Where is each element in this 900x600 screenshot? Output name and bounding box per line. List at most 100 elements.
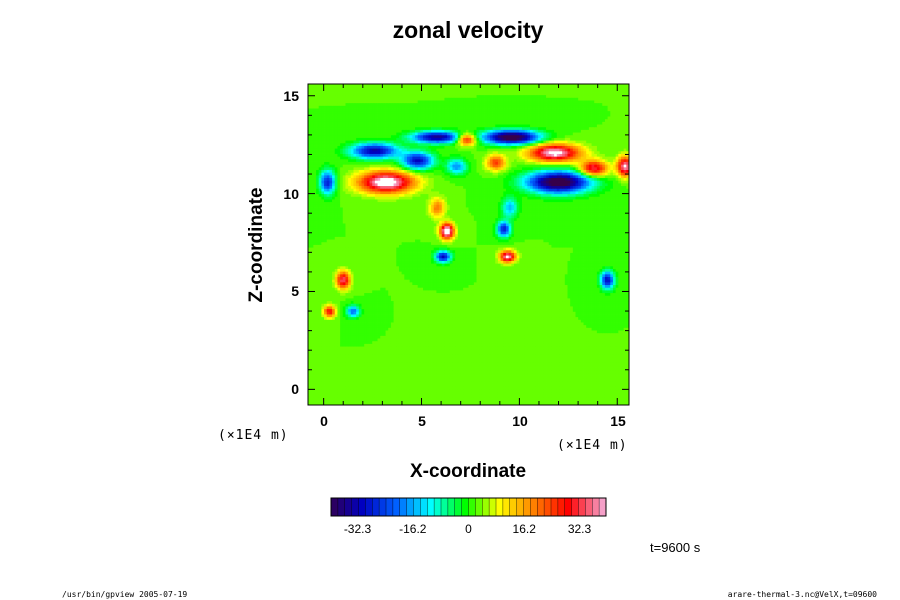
heatmap-cell <box>455 354 459 358</box>
heatmap-cell <box>342 311 346 315</box>
heatmap-cell <box>366 316 370 320</box>
heatmap-cell <box>511 388 515 393</box>
heatmap-cell <box>404 383 408 387</box>
heatmap-cell <box>425 324 429 328</box>
heatmap-cell <box>508 378 512 382</box>
heatmap-cell <box>481 332 485 336</box>
heatmap-cell <box>548 306 552 310</box>
heatmap-cell <box>374 362 378 366</box>
heatmap-cell <box>588 396 592 401</box>
heatmap-cell <box>334 359 338 363</box>
heatmap-cell <box>388 332 392 336</box>
heatmap-cell <box>366 370 370 374</box>
heatmap-cell <box>420 362 424 366</box>
heatmap-cell <box>524 340 528 344</box>
heatmap-cell <box>489 359 493 363</box>
heatmap-cell <box>516 319 520 323</box>
heatmap-cell <box>626 372 630 376</box>
heatmap-cell <box>377 402 381 406</box>
heatmap-cell <box>380 364 384 368</box>
heatmap-cell <box>516 306 520 310</box>
heatmap-cell <box>516 335 520 339</box>
heatmap-cell <box>524 375 528 379</box>
heatmap-cell <box>497 298 501 302</box>
heatmap-cell <box>377 340 381 344</box>
heatmap-cell <box>476 396 480 401</box>
heatmap-cell <box>308 292 312 296</box>
heatmap-cell <box>492 356 496 360</box>
heatmap-cell <box>564 346 568 350</box>
heatmap-cell <box>522 311 526 315</box>
heatmap-cell <box>535 378 539 382</box>
heatmap-cell <box>463 324 467 328</box>
heatmap-cell <box>559 394 563 398</box>
heatmap-cell <box>340 370 344 374</box>
heatmap-cell <box>348 311 352 315</box>
heatmap-cell <box>449 314 453 318</box>
heatmap-cell <box>618 316 622 320</box>
heatmap-cell <box>420 322 424 326</box>
heatmap-cell <box>575 319 579 323</box>
heatmap-cell <box>428 386 432 390</box>
heatmap-cell <box>535 298 539 302</box>
heatmap-cell <box>610 332 614 336</box>
heatmap-cell <box>567 359 571 363</box>
heatmap-cell <box>369 399 373 403</box>
heatmap-cell <box>401 303 405 307</box>
heatmap-cell <box>441 386 445 390</box>
heatmap-cell <box>356 388 360 393</box>
heatmap-cell <box>423 399 427 403</box>
heatmap-cell <box>522 370 526 374</box>
heatmap-cell <box>393 330 397 334</box>
heatmap-cell <box>596 330 600 334</box>
heatmap-cell <box>420 391 424 395</box>
heatmap-cell <box>350 394 354 398</box>
heatmap-cell <box>390 324 394 328</box>
heatmap-cell <box>522 338 526 342</box>
heatmap-cell <box>484 332 488 336</box>
heatmap-cell <box>308 338 312 342</box>
heatmap-cell <box>380 391 384 395</box>
heatmap-cell <box>615 300 619 304</box>
heatmap-cell <box>484 370 488 374</box>
heatmap-cell <box>463 386 467 390</box>
heatmap-cell <box>516 343 520 347</box>
heatmap-cell <box>382 396 386 401</box>
heatmap-cell <box>332 308 336 312</box>
heatmap-cell <box>398 300 403 304</box>
heatmap-cell <box>508 367 512 371</box>
heatmap-cell <box>374 378 378 382</box>
heatmap-cell <box>439 386 443 390</box>
heatmap-cell <box>417 391 421 395</box>
heatmap-cell <box>607 391 611 395</box>
heatmap-cell <box>310 372 314 376</box>
heatmap-cell <box>417 343 421 347</box>
heatmap-cell <box>390 388 394 393</box>
heatmap-cell <box>318 362 322 366</box>
heatmap-cell <box>345 354 349 358</box>
heatmap-cell <box>471 327 475 331</box>
heatmap-cell <box>484 340 488 344</box>
heatmap-cell <box>404 354 408 358</box>
heatmap-cell <box>334 338 338 342</box>
heatmap-cell <box>321 306 325 310</box>
heatmap-cell <box>610 338 614 342</box>
heatmap-cell <box>607 367 611 371</box>
heatmap-cell <box>345 332 349 336</box>
heatmap-cell <box>436 399 440 403</box>
heatmap-cell <box>554 298 558 302</box>
heatmap-cell <box>551 394 555 398</box>
heatmap-cell <box>602 340 606 344</box>
heatmap-cell <box>562 372 566 376</box>
heatmap-cell <box>353 330 357 334</box>
heatmap-cell <box>471 348 475 352</box>
heatmap-cell <box>398 380 403 384</box>
heatmap-cell <box>356 362 360 366</box>
heatmap-cell <box>350 308 354 312</box>
heatmap-cell <box>599 354 603 358</box>
heatmap-cell <box>452 314 456 318</box>
heatmap-cell <box>455 396 459 401</box>
heatmap-cell <box>398 402 403 406</box>
heatmap-cell <box>583 364 587 368</box>
heatmap-cell <box>393 388 397 393</box>
